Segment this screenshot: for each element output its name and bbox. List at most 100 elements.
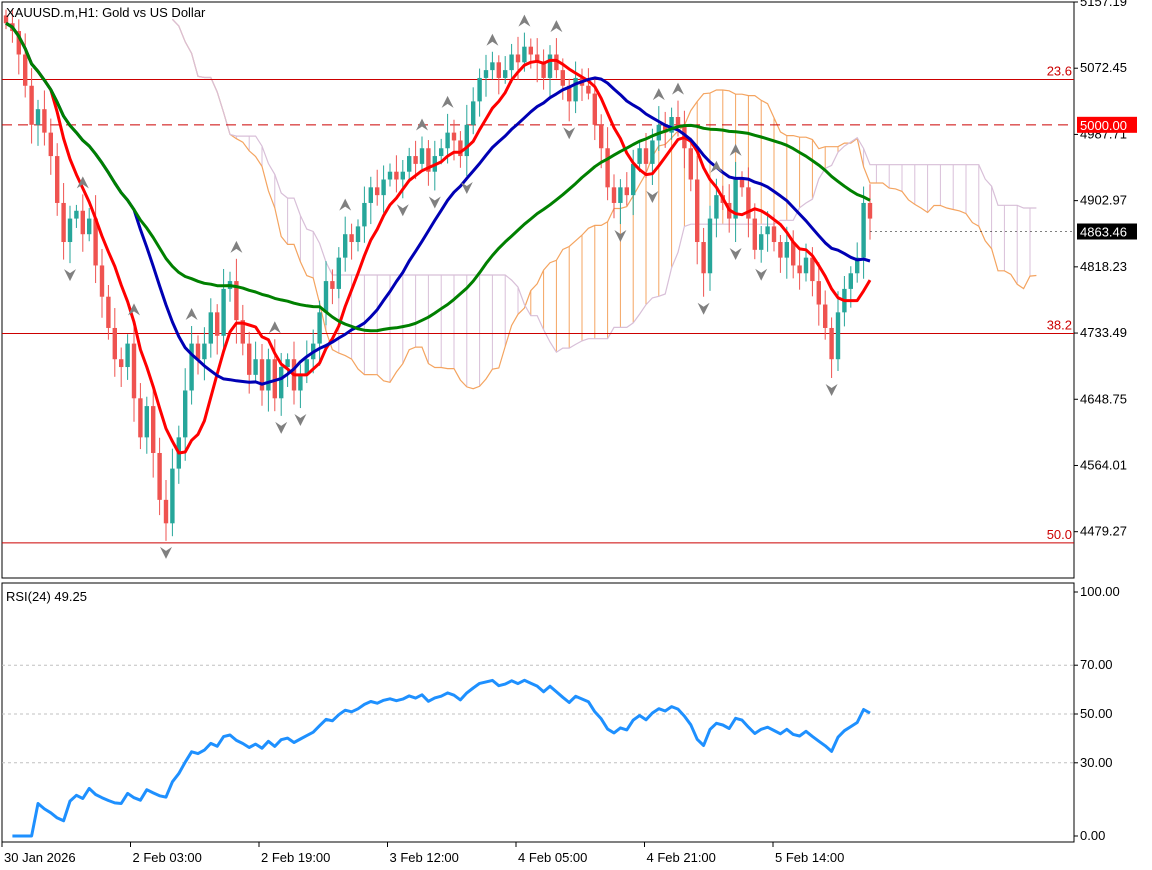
candle-body	[797, 265, 802, 274]
candle-body	[733, 179, 738, 219]
candle-body	[784, 242, 789, 258]
fibonacci-levels: 23.6 38.2 50.0	[2, 64, 1074, 544]
candle-body	[739, 179, 745, 188]
candle-body	[605, 148, 610, 188]
fractal-down-arrow	[646, 190, 659, 203]
ma-mid-line	[5, 21, 871, 386]
time-tick-label: 4 Feb 05:00	[518, 850, 587, 865]
candle-body	[394, 171, 399, 180]
rsi-panel[interactable]	[1, 582, 1075, 843]
candle-body	[208, 312, 213, 344]
candle-body	[643, 148, 649, 164]
candle-body	[496, 62, 501, 78]
candle-body	[407, 156, 412, 172]
candle-body	[490, 62, 495, 71]
key-level-label: 5000.00	[1080, 118, 1127, 133]
candle-body	[765, 226, 770, 235]
rsi-levels	[2, 664, 1074, 764]
candle-body	[74, 210, 79, 219]
fractal-up-arrow	[185, 308, 198, 321]
candle-body	[771, 226, 777, 243]
candle-body	[42, 109, 47, 133]
time-tick-label: 2 Feb 03:00	[133, 850, 202, 865]
candle-body	[759, 234, 764, 250]
candle-body	[112, 327, 117, 360]
current-price-label: 4863.46	[1080, 225, 1127, 240]
rsi-series	[12, 678, 871, 838]
price-axis: 5157.195072.454987.714902.974818.234733.…	[870, 0, 1137, 539]
candle-body	[170, 468, 175, 524]
candle-body	[618, 187, 623, 203]
price-tick-label: 4733.49	[1080, 325, 1127, 340]
fractal-up-arrow	[416, 118, 428, 131]
candle-body	[650, 140, 655, 164]
candle-body	[138, 398, 143, 438]
candle-body	[93, 218, 98, 266]
fractal-up-arrow	[128, 303, 140, 316]
key-level-badge	[1077, 116, 1137, 133]
candlestick-series	[3, 9, 873, 541]
fractal-down-arrow	[755, 268, 768, 281]
candle-body	[631, 163, 636, 196]
chart-title: XAUUSD.m,H1: Gold vs US Dollar	[6, 5, 206, 20]
candle-body	[778, 242, 783, 258]
fib-label: 23.6	[1047, 64, 1072, 79]
candle-body	[221, 288, 226, 336]
time-tick-label: 4 Feb 21:00	[647, 850, 716, 865]
candle-body	[835, 312, 841, 360]
candle-body	[823, 304, 828, 328]
candle-body	[714, 195, 719, 219]
rsi-tick-label: 50.00	[1080, 706, 1113, 721]
fractal-down-arrow	[64, 269, 76, 282]
candle-body	[688, 148, 693, 180]
moving-averages	[5, 21, 872, 455]
candle-body	[61, 202, 66, 243]
candle-body	[29, 85, 34, 125]
candle-body	[586, 85, 591, 94]
fractal-down-arrow	[825, 383, 838, 396]
senkou-span-b	[171, 18, 1037, 354]
candle-body	[215, 312, 220, 336]
time-axis: 30 Jan 2026 2 Feb 03:00 2 Feb 19:00 3 Feb 1…	[1, 842, 844, 865]
candle-body	[515, 54, 521, 63]
fractal-down-arrow	[729, 248, 742, 261]
price-tick-label: 4564.01	[1080, 457, 1127, 472]
candle-body	[707, 218, 713, 274]
fractal-up-arrow	[268, 321, 281, 334]
candle-body	[848, 273, 853, 289]
fractal-up-arrow	[550, 20, 563, 33]
candle-body	[336, 257, 341, 289]
current-price-badge	[1077, 223, 1137, 240]
candle-body	[343, 234, 348, 258]
rsi-axis: 100.00 70.00 50.00 30.00 0.00	[1074, 584, 1120, 843]
candle-body	[362, 202, 367, 227]
rsi-line	[12, 678, 871, 838]
candle-body	[509, 54, 514, 71]
candle-body	[867, 202, 873, 219]
candle-body	[752, 218, 757, 250]
price-tick-label: 4479.27	[1080, 524, 1127, 539]
fractal-down-arrow	[614, 230, 627, 243]
candle-body	[400, 171, 405, 180]
candle-body	[419, 148, 425, 164]
candle-body	[80, 210, 85, 235]
candle-body	[503, 70, 508, 78]
candle-body	[48, 132, 53, 157]
candle-body	[573, 77, 578, 102]
price-panel[interactable]	[1, 1, 1075, 579]
time-tick-label: 2 Feb 19:00	[261, 850, 330, 865]
candle-body	[67, 218, 73, 243]
candle-body	[266, 359, 271, 391]
candle-body	[816, 281, 821, 305]
candle-body	[567, 85, 572, 102]
candle-body	[298, 374, 303, 391]
candle-body	[304, 359, 309, 375]
candle-body	[247, 343, 252, 375]
candle-body	[810, 257, 815, 282]
fractal-up-arrow	[672, 82, 684, 95]
candle-body	[675, 117, 681, 125]
candle-body	[157, 452, 162, 500]
candle-body	[183, 390, 188, 438]
candle-body	[554, 54, 559, 71]
price-tick-label: 5072.45	[1080, 60, 1127, 75]
